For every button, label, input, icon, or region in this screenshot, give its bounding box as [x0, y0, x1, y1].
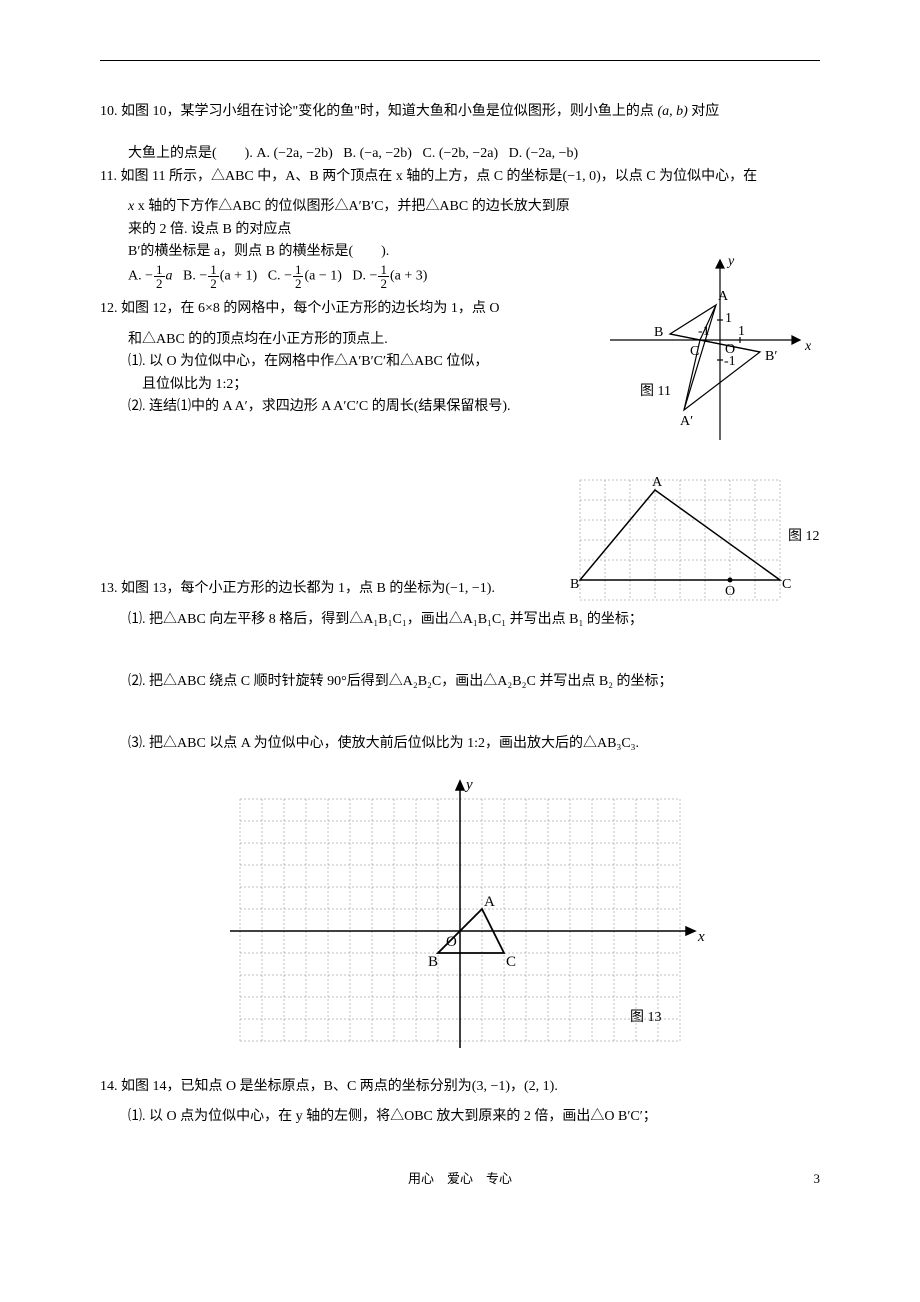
- q13-text: 如图 13，每个小正方形的边长都为 1，点 B 的坐标为(−1, −1).: [121, 581, 495, 596]
- q10-opt-b-label: B.: [343, 146, 356, 161]
- q11-number: 11.: [100, 169, 117, 184]
- fig11-label: 图 11: [640, 384, 671, 399]
- q10-line2: 大鱼上的点是( ). A. (−2a, −2b) B. (−a, −2b) C.…: [100, 143, 820, 165]
- top-rule: [100, 60, 820, 61]
- q11-c-expr: (a − 1): [304, 269, 341, 284]
- q10-number: 10.: [100, 104, 118, 119]
- question-10: 10. 如图 10，某学习小组在讨论"变化的鱼"时，知道大鱼和小鱼是位似图形，则…: [100, 101, 820, 123]
- q11-line1: 如图 11 所示，△ABC 中，A、B 两个顶点在 x 轴的上方，点 C 的坐标…: [120, 169, 757, 184]
- q13-sub2: ⑵. 把△ABC 绕点 C 顺时针旋转 90°后得到△A₂B₂C，画出△A₂B₂…: [100, 671, 820, 693]
- q10-text-c: 大鱼上的点是( ).: [128, 146, 253, 161]
- q10-text-b: 对应: [691, 104, 719, 119]
- q13-sub1: ⑴. 把△ABC 向左平移 8 格后，得到△A₁B₁C₁，画出△A₁B₁C₁ 并…: [100, 609, 820, 631]
- q10-opt-d-label: D.: [509, 146, 523, 161]
- svg-text:-1: -1: [698, 324, 710, 339]
- svg-text:1: 1: [725, 311, 732, 326]
- q12-line1: 如图 12，在 6×8 的网格中，每个小正方形的边长均为 1，点 O: [121, 301, 500, 316]
- figure-11: y x A B C O B′ A′ 1 1 -1 -1 图 11: [600, 250, 820, 450]
- q10-opt-c-label: C.: [422, 146, 435, 161]
- svg-text:A: A: [718, 289, 729, 304]
- q10-opt-d: (−2a, −b): [526, 146, 578, 161]
- svg-text:C: C: [690, 344, 699, 359]
- svg-text:O: O: [446, 934, 457, 950]
- q11-line2a: x 轴的下方作△ABC 的位似图形△A′B′C，并把△ABC 的边长放大到原来的…: [128, 199, 570, 236]
- q10-opt-a-label: A.: [256, 146, 270, 161]
- question-14: 14. 如图 14，已知点 O 是坐标原点，B、C 两点的坐标分别为(3, −1…: [100, 1076, 820, 1098]
- q10-opt-b: (−a, −2b): [360, 146, 412, 161]
- q14-sub1: ⑴. 以 O 点为位似中心，在 y 轴的左侧，将△OBC 放大到原来的 2 倍，…: [100, 1106, 820, 1128]
- svg-text:y: y: [464, 777, 473, 793]
- q11-opt-c-label: C.: [268, 269, 281, 284]
- svg-text:A: A: [484, 894, 495, 910]
- q13-number: 13.: [100, 581, 118, 596]
- svg-text:A′: A′: [680, 414, 693, 429]
- figure-12: A B C O 图 12: [570, 470, 830, 610]
- q11-b-expr: (a + 1): [220, 269, 257, 284]
- figure-13: y x O A B C 图 13: [210, 766, 710, 1056]
- svg-text:y: y: [726, 254, 735, 269]
- svg-text:O: O: [725, 584, 735, 599]
- q13-sub3: ⑶. 把△ABC 以点 A 为位似中心，使放大前后位似比为 1:2，画出放大后的…: [100, 733, 820, 755]
- svg-text:1: 1: [738, 324, 745, 339]
- page-number: 3: [814, 1169, 821, 1190]
- q14-text: 如图 14，已知点 O 是坐标原点，B、C 两点的坐标分别为(3, −1)，(2…: [121, 1079, 558, 1094]
- q11-line2: x x 轴的下方作△ABC 的位似图形△A′B′C，并把△ABC 的边长放大到原…: [100, 196, 580, 241]
- q10-opt-c: (−2b, −2a): [439, 146, 498, 161]
- fig12-label: 图 12: [788, 529, 820, 544]
- q11-opt-b-label: B.: [183, 269, 196, 284]
- page-footer: 用心 爱心 专心 3: [100, 1169, 820, 1190]
- q11-a-expr: a: [166, 269, 173, 284]
- svg-text:-1: -1: [724, 354, 736, 369]
- svg-text:A: A: [652, 475, 663, 490]
- svg-text:x: x: [697, 929, 705, 945]
- question-11: 11. 如图 11 所示，△ABC 中，A、B 两个顶点在 x 轴的上方，点 C…: [100, 166, 820, 188]
- svg-text:B: B: [428, 954, 438, 970]
- fig13-label: 图 13: [630, 1010, 662, 1025]
- svg-text:B′: B′: [765, 349, 777, 364]
- q10-opt-a: (−2a, −2b): [273, 146, 332, 161]
- q12-number: 12.: [100, 301, 118, 316]
- q11-line3: B′的横坐标是 a，则点 B 的横坐标是( ).: [100, 241, 580, 263]
- q11-opt-d-label: D.: [352, 269, 366, 284]
- q11-opt-a-label: A.: [128, 269, 142, 284]
- question-12: 12. 如图 12，在 6×8 的网格中，每个小正方形的边长均为 1，点 O: [100, 298, 570, 320]
- svg-text:B: B: [654, 325, 663, 340]
- svg-text:x: x: [804, 339, 812, 354]
- q12-sub1: ⑴. 以 O 为位似中心，在网格中作△A′B′C′和△ABC 位似，: [100, 351, 570, 373]
- q12-sub1b: 且位似比为 1:2；: [100, 374, 570, 396]
- q10-text-a: 如图 10，某学习小组在讨论"变化的鱼"时，知道大鱼和小鱼是位似图形，则小鱼上的…: [121, 104, 654, 119]
- svg-text:B: B: [570, 577, 579, 592]
- svg-text:C: C: [782, 577, 791, 592]
- q14-number: 14.: [100, 1079, 118, 1094]
- q11-d-expr: (a + 3): [390, 269, 427, 284]
- svg-text:C: C: [506, 954, 516, 970]
- q12-line2: 和△ABC 的的顶点均在小正方形的顶点上.: [100, 329, 570, 351]
- footer-motto: 用心 爱心 专心: [408, 1171, 512, 1186]
- q10-point: (a, b): [657, 104, 687, 119]
